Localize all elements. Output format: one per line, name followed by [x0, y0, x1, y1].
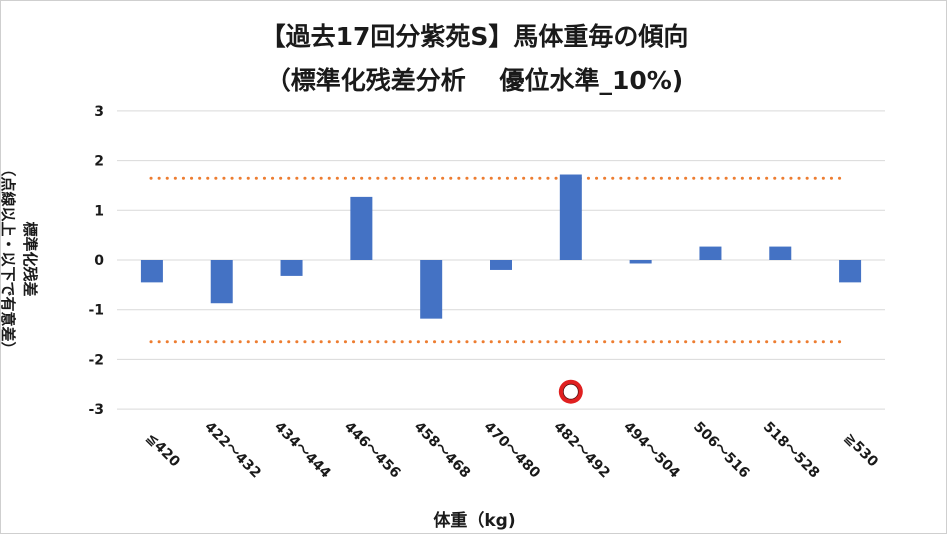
x-tick-label: ≦420 — [143, 430, 183, 470]
bar — [490, 260, 512, 270]
x-tick-label: ≧530 — [841, 430, 881, 470]
y-tick-label: 0 — [94, 253, 104, 269]
x-tick-label: 470～480 — [481, 419, 544, 482]
bar — [629, 260, 652, 264]
x-tick-label: 482～492 — [550, 419, 613, 482]
chart-subtitle: （標準化残差分析 優位水準_10%) — [265, 66, 684, 95]
x-tick-label: 494～504 — [620, 419, 683, 482]
x-tick-label: 506～516 — [690, 419, 753, 482]
bar — [280, 260, 303, 276]
bar — [559, 174, 582, 260]
bar — [839, 260, 862, 283]
y-axis-label-line1: 標準化残差 — [21, 221, 39, 297]
y-tick-label: -3 — [88, 402, 104, 418]
y-tick-label: -1 — [88, 303, 104, 319]
marker-inner — [562, 383, 579, 400]
x-tick-label: 434～444 — [271, 419, 334, 482]
y-tick-label: 2 — [94, 154, 104, 170]
y-tick-label: 3 — [94, 104, 104, 120]
x-tick-label: 458～468 — [411, 419, 474, 482]
x-axis-label: 体重（kg) — [433, 511, 516, 531]
bar — [699, 246, 722, 260]
chart-title: 【過去17回分紫苑S】馬体重毎の傾向 — [260, 22, 689, 51]
bar — [350, 196, 373, 260]
y-tick-label: 1 — [94, 203, 104, 219]
y-axis-label-line2: （点線以上・以下で有意差） — [0, 161, 17, 357]
y-tick-label: -2 — [88, 352, 104, 368]
x-tick-label: 518～528 — [760, 419, 823, 482]
bar — [420, 260, 443, 319]
bar — [210, 260, 233, 304]
x-tick-label: 422～432 — [201, 419, 264, 482]
x-tick-label: 446～456 — [341, 419, 404, 482]
bar — [140, 260, 163, 283]
bar — [769, 246, 792, 260]
